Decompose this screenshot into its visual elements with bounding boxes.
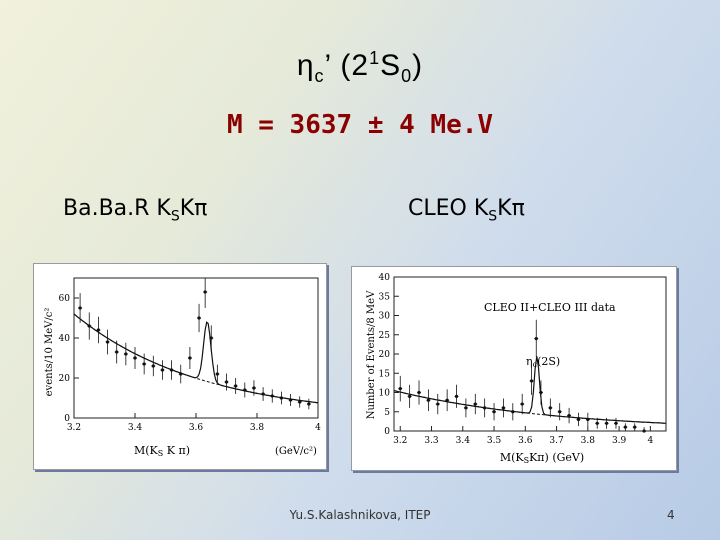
babar-label: Ba.Ba.R KSKπ bbox=[63, 196, 208, 225]
babar-y-tick-label: 20 bbox=[59, 374, 71, 384]
babar-x-tick-label: 4 bbox=[315, 423, 321, 433]
cleo-y-tick-label: 20 bbox=[379, 350, 391, 360]
babar-y-axis-label: events/10 MeV/c² bbox=[44, 308, 55, 397]
mass-value: M = 3637 ± 4 Me.V bbox=[226, 110, 494, 140]
cleo-data-point bbox=[534, 319, 539, 358]
footer-author: Yu.S.Kalashnikova, ITEP bbox=[289, 508, 431, 522]
cleo-data-point bbox=[398, 375, 403, 402]
babar-data-point bbox=[306, 398, 311, 410]
cleo-data-point bbox=[454, 384, 459, 408]
cleo-y-tick-label: 40 bbox=[379, 273, 391, 283]
cleo-y-axis-label: Number of Events/8 MeV bbox=[366, 290, 377, 419]
cleo-data-point bbox=[407, 384, 412, 408]
cleo-data-point bbox=[426, 389, 431, 412]
babar-data-point bbox=[105, 329, 110, 355]
babar-data-point bbox=[197, 303, 202, 333]
babar-x-tick-label: 3.4 bbox=[128, 423, 143, 433]
cleo-data-point bbox=[445, 389, 450, 412]
babar-data-point bbox=[123, 342, 128, 366]
babar-x-units: (GeV/c²) bbox=[275, 446, 317, 457]
cleo-x-tick-label: 3.9 bbox=[612, 436, 627, 446]
cleo-legend: CLEO II+CLEO III data bbox=[484, 301, 616, 314]
babar-y-tick-label: 0 bbox=[64, 414, 70, 424]
cleo-x-tick-label: 3.8 bbox=[581, 436, 596, 446]
page-number: 4 bbox=[667, 508, 675, 522]
cleo-y-tick-label: 30 bbox=[379, 312, 391, 322]
cleo-x-tick-label: 3.7 bbox=[549, 436, 564, 446]
cleo-chart: 0 5 10 15 20 25 30 35 40 3.2 3.3 3.4 3.5 3.6 3.7 3.8 3.… bbox=[366, 273, 667, 465]
babar-data-point bbox=[96, 316, 101, 344]
cleo-x-tick-label: 3.4 bbox=[456, 436, 471, 446]
cleo-data-point bbox=[473, 393, 478, 415]
babar-fit-curve bbox=[73, 313, 319, 404]
cleo-data-point bbox=[576, 412, 581, 427]
cleo-x-tick-label: 3.2 bbox=[393, 436, 407, 446]
babar-background-curve bbox=[73, 313, 319, 404]
babar-x-tick-label: 3.6 bbox=[189, 423, 204, 433]
babar-x-axis-label: M(KS K π) bbox=[134, 444, 190, 458]
babar-x-tick-label: 3.2 bbox=[67, 423, 81, 433]
cleo-data-point bbox=[567, 407, 572, 424]
babar-data-point bbox=[224, 373, 229, 391]
cleo-data-point bbox=[492, 403, 497, 421]
cleo-data-point bbox=[435, 393, 440, 415]
babar-data-point bbox=[133, 347, 137, 369]
cleo-background-curve bbox=[393, 390, 667, 424]
babar-y-tick-label: 60 bbox=[59, 294, 71, 304]
cleo-data-point bbox=[632, 423, 637, 431]
babar-x-tick-label: 3.8 bbox=[250, 423, 265, 433]
cleo-data-point bbox=[613, 417, 618, 429]
cleo-data-point bbox=[529, 367, 534, 395]
cleo-y-tick-label: 35 bbox=[379, 292, 391, 302]
cleo-data-point bbox=[557, 403, 562, 421]
cleo-plot: 0 5 10 15 20 25 30 35 40 3.2 3.3 3.4 3.5 3.6 3.7 3.8 3.… bbox=[351, 266, 677, 471]
cleo-y-tick-label: 10 bbox=[379, 389, 391, 399]
babar-chart: 0 20 40 60 3.2 3.4 3.6 3.8 4 events/10 MeV/c² M… bbox=[44, 277, 321, 458]
babar-data-point bbox=[142, 353, 147, 375]
babar-data-point bbox=[297, 396, 302, 408]
cleo-data-point bbox=[520, 393, 525, 415]
babar-data-point bbox=[215, 364, 220, 384]
cleo-x-axis-label: M(KSKπ) (GeV) bbox=[500, 451, 584, 465]
babar-data-point bbox=[187, 347, 192, 369]
babar-data-point bbox=[78, 293, 83, 323]
cleo-data-point bbox=[548, 398, 553, 418]
cleo-x-tick-label: 3.3 bbox=[424, 436, 439, 446]
cleo-x-tick-label: 3.6 bbox=[518, 436, 533, 446]
babar-plot: 0 20 40 60 3.2 3.4 3.6 3.8 4 events/10 MeV/c² M… bbox=[33, 263, 327, 470]
babar-y-tick-label: 40 bbox=[59, 334, 71, 344]
cleo-x-tick-label: 3.5 bbox=[487, 436, 502, 446]
babar-data-point bbox=[288, 394, 293, 406]
cleo-data-point bbox=[585, 412, 590, 427]
cleo-data-point bbox=[417, 380, 422, 405]
babar-data-point bbox=[233, 378, 238, 394]
babar-data-point bbox=[203, 278, 208, 308]
cleo-y-tick-label: 15 bbox=[379, 369, 391, 379]
slide-title: ηc’ (21S0) bbox=[296, 48, 424, 86]
cleo-y-tick-label: 25 bbox=[379, 331, 391, 341]
cleo-x-tick-label: 4 bbox=[648, 436, 654, 446]
cleo-y-tick-label: 0 bbox=[384, 427, 390, 437]
cleo-peak-label: ηc(2S) bbox=[526, 355, 560, 369]
cleo-data-point bbox=[642, 427, 647, 433]
cleo-data-point bbox=[623, 423, 628, 431]
babar-data-point bbox=[160, 360, 165, 380]
cleo-label: CLEO KSKπ bbox=[408, 196, 525, 225]
cleo-data-point bbox=[501, 398, 506, 418]
cleo-y-tick-label: 5 bbox=[384, 408, 390, 418]
babar-data-point bbox=[151, 355, 156, 377]
cleo-data-point bbox=[463, 398, 468, 418]
